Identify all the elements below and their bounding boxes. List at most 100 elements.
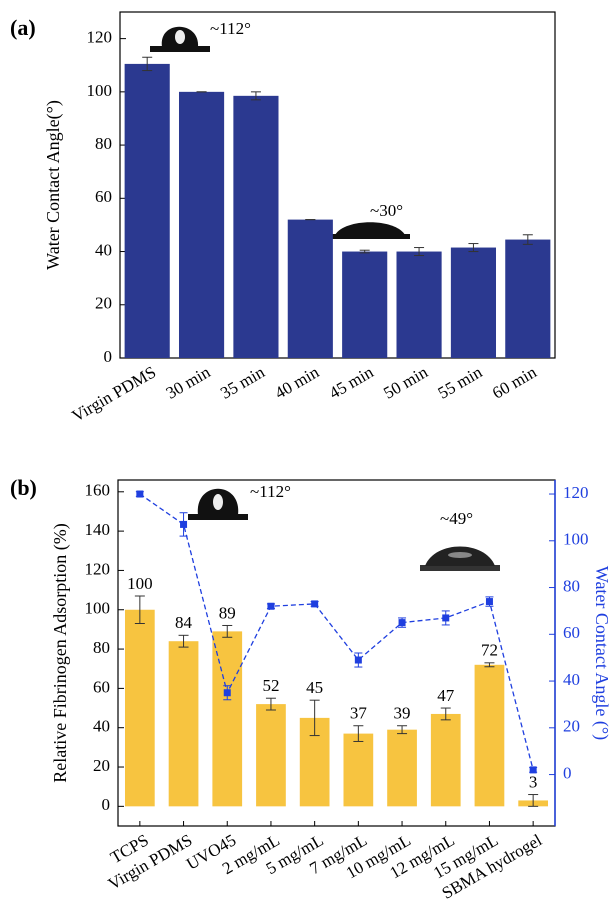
point — [442, 614, 450, 622]
error-bar — [528, 794, 539, 807]
bar — [256, 704, 286, 807]
y-tick-label: 80 — [95, 134, 112, 153]
y-tick-label: 120 — [87, 28, 113, 47]
y-tick-label: 160 — [85, 481, 111, 500]
value-label: 39 — [394, 704, 411, 723]
value-label: 37 — [350, 704, 368, 723]
y-tick-label: 20 — [95, 294, 112, 313]
y2-tick-label: 0 — [563, 763, 572, 782]
y-tick-label: 40 — [95, 240, 112, 259]
y2-tick-label: 40 — [563, 670, 580, 689]
y-tick-label: 40 — [93, 717, 110, 736]
point — [398, 619, 406, 627]
value-label: 72 — [481, 641, 498, 660]
x-tick-label: 35 min — [217, 362, 268, 403]
bar — [505, 239, 551, 358]
point — [485, 598, 493, 606]
error-bar — [353, 725, 364, 742]
droplet-image — [420, 546, 500, 571]
y-axis-title: Relative Fibrinogen Adsorption (%) — [50, 523, 71, 782]
panel-label: (b) — [10, 475, 37, 500]
x-tick-label: 30 min — [163, 362, 214, 403]
error-bar — [359, 249, 370, 254]
y-tick-label: 0 — [102, 795, 111, 814]
error-bar — [178, 634, 189, 648]
y-tick-label: 20 — [93, 756, 110, 775]
bar — [430, 713, 461, 807]
droplet-image — [188, 488, 248, 520]
droplet-image — [330, 222, 410, 239]
bar — [343, 733, 374, 807]
error-bar — [142, 56, 153, 72]
value-label: 52 — [262, 676, 279, 695]
value-label: 3 — [529, 772, 538, 791]
error-bar — [440, 707, 451, 721]
bar — [168, 641, 199, 807]
line — [139, 493, 534, 771]
bar — [474, 664, 505, 807]
bar — [387, 729, 417, 807]
x-tick-label: Virgin PDMS — [69, 362, 160, 425]
point — [136, 490, 144, 498]
y-tick-label: 60 — [93, 677, 110, 696]
y2-tick-label: 20 — [563, 717, 580, 736]
point — [311, 600, 319, 608]
x-tick-label: 45 min — [326, 362, 377, 403]
point — [354, 656, 362, 664]
y-tick-label: 100 — [87, 81, 113, 100]
y-tick-label: 140 — [85, 520, 111, 539]
x-tick-label: 55 min — [435, 362, 486, 403]
bar — [124, 63, 170, 359]
annotation: ~112° — [210, 19, 251, 38]
bar — [178, 91, 225, 358]
x-tick-label: 60 min — [489, 362, 540, 403]
error-bar — [222, 624, 233, 638]
y-tick-label: 100 — [85, 599, 111, 618]
error-bar — [484, 662, 495, 668]
bar — [124, 609, 155, 807]
error-bar — [309, 699, 320, 737]
bar — [450, 247, 497, 358]
panel-label: (a) — [10, 15, 36, 40]
bar — [342, 251, 388, 358]
annotation: ~49° — [440, 509, 473, 528]
value-label: 47 — [437, 686, 455, 705]
y2-tick-label: 120 — [563, 483, 589, 502]
y-tick-label: 0 — [104, 347, 113, 366]
error-bar — [134, 595, 145, 625]
x-tick-label: 40 min — [271, 362, 322, 403]
y-tick-label: 120 — [85, 559, 111, 578]
value-label: 89 — [219, 603, 236, 622]
point — [267, 602, 275, 610]
error-bar — [414, 247, 425, 257]
error-bar — [522, 234, 533, 245]
value-label: 84 — [175, 613, 193, 632]
y-tick-label: 80 — [93, 638, 110, 657]
point — [223, 689, 231, 697]
value-label: 100 — [127, 574, 153, 593]
x-tick-label: 50 min — [380, 362, 431, 403]
bar — [396, 251, 442, 358]
annotation: ~112° — [250, 482, 291, 501]
droplet-image — [150, 26, 210, 52]
y-tick-label: 60 — [95, 187, 112, 206]
y2-tick-label: 80 — [563, 576, 580, 595]
point — [529, 766, 537, 774]
bar — [233, 95, 279, 358]
value-label: 45 — [306, 678, 323, 697]
y2-tick-label: 60 — [563, 623, 580, 642]
error-bar — [265, 697, 276, 711]
error-bar — [397, 725, 408, 735]
y-axis-title: Water Contact Angle(°) — [43, 100, 64, 270]
bar — [212, 631, 243, 807]
plot-frame — [119, 11, 556, 359]
annotation: ~30° — [370, 201, 403, 220]
error-bar — [468, 243, 479, 253]
y2-axis-title: Water Contact Angle (°) — [591, 566, 612, 740]
point — [180, 520, 188, 528]
y2-tick-label: 100 — [563, 530, 589, 549]
error-bar — [250, 91, 261, 101]
bar — [287, 219, 333, 358]
